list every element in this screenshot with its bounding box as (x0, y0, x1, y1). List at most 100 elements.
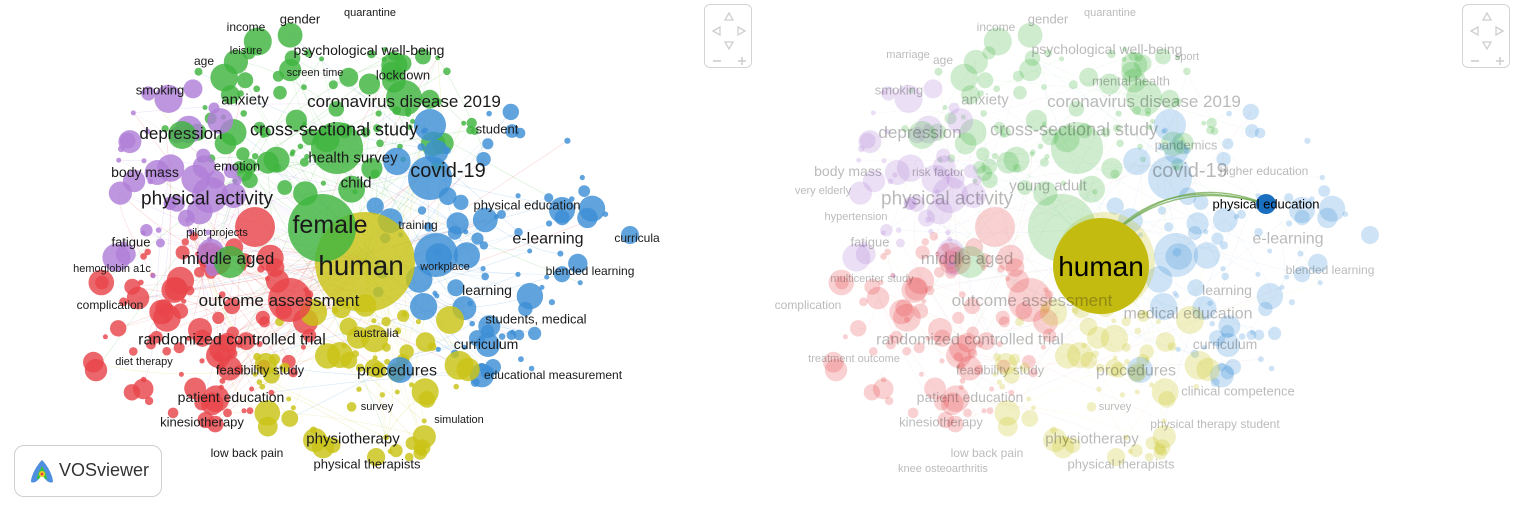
term-label: physical activity (141, 189, 273, 210)
node (1286, 220, 1293, 227)
node (1064, 437, 1081, 454)
node (213, 352, 223, 362)
edge (1214, 208, 1333, 383)
edge (1125, 255, 1208, 438)
node (417, 206, 427, 215)
node (141, 86, 156, 101)
edge (1258, 231, 1285, 288)
node (472, 207, 498, 233)
node (207, 236, 213, 242)
term-label: complication (77, 298, 144, 312)
node (890, 330, 903, 344)
node (122, 169, 146, 193)
node (1021, 410, 1039, 427)
node (941, 243, 950, 252)
term-label: very elderly (795, 185, 852, 197)
term-label: blended learning (546, 264, 635, 278)
edge (869, 141, 1046, 310)
node (1124, 358, 1131, 365)
highlighted-term-label: physical education (1213, 197, 1320, 212)
node (1172, 290, 1178, 296)
node (824, 358, 848, 382)
node (578, 185, 591, 198)
navigation-pad[interactable] (1462, 4, 1510, 68)
node (1216, 333, 1240, 357)
edge (1203, 113, 1230, 124)
edge (943, 155, 1303, 275)
edge (841, 282, 998, 358)
node (1153, 446, 1167, 460)
node (975, 340, 983, 348)
navigation-pad-icon[interactable] (1463, 5, 1511, 69)
zoom-in-icon[interactable] (738, 57, 746, 65)
node (288, 194, 356, 262)
node (268, 353, 280, 365)
node (498, 333, 506, 340)
term-label: body mass (111, 164, 179, 180)
node (1193, 383, 1199, 390)
term-label: hemoglobin a1c (73, 263, 151, 275)
node (382, 47, 388, 52)
term-label: anxiety (961, 91, 1009, 108)
term-label: risk factor (912, 165, 964, 179)
node (932, 177, 968, 213)
node (433, 97, 442, 106)
term-label: diet therapy (115, 356, 173, 368)
edge (860, 192, 1224, 246)
node (466, 117, 477, 129)
navigation-pad-icon[interactable] (705, 5, 753, 69)
node (1150, 118, 1156, 124)
network-map-right[interactable]: quarantine income gender marriage psychologi… (765, 0, 1530, 507)
node (290, 149, 296, 155)
node (1254, 127, 1266, 139)
edge (1177, 57, 1224, 160)
node (1015, 302, 1032, 320)
node (881, 158, 887, 164)
edge (137, 296, 233, 333)
node (993, 85, 1001, 93)
network-map-left[interactable]: quarantine income gender leisure psychologic… (0, 0, 765, 507)
node (975, 207, 1015, 247)
node (1134, 54, 1152, 72)
node (963, 49, 988, 74)
node (300, 344, 306, 350)
term-label: feasibility study (956, 363, 1045, 378)
label-layer: quarantine income gender leisure psychologic… (73, 7, 660, 472)
node (945, 261, 960, 276)
term-label: training (398, 218, 437, 232)
edge (1129, 121, 1153, 221)
term-label: e-learning (512, 231, 583, 248)
term-label: smoking (875, 83, 923, 98)
node (515, 271, 521, 277)
edge (1157, 143, 1174, 227)
node (327, 342, 353, 368)
network-canvas-right[interactable]: quarantine income gender marriage psychologi… (765, 0, 1530, 507)
node (1192, 296, 1217, 321)
term-label: fatigue (850, 235, 889, 250)
edge (979, 153, 1033, 168)
node (850, 320, 867, 337)
node (1096, 386, 1102, 392)
node (387, 357, 413, 383)
node (260, 132, 267, 138)
node (1212, 207, 1238, 233)
navigation-pad[interactable] (704, 4, 752, 68)
node (320, 180, 326, 186)
node (510, 329, 515, 335)
node (446, 212, 469, 235)
node (1107, 448, 1126, 467)
node (904, 316, 910, 323)
node (977, 90, 984, 97)
zoom-in-icon[interactable] (1496, 57, 1504, 65)
node (1186, 212, 1209, 235)
node (1013, 85, 1027, 100)
node (1308, 253, 1328, 274)
term-label: depression (139, 124, 222, 143)
edge (916, 180, 976, 204)
term-label: knee osteoarthritis (898, 463, 988, 475)
node (568, 253, 588, 274)
network-canvas-left[interactable]: quarantine income gender leisure psychologic… (0, 0, 765, 507)
node (126, 286, 150, 310)
node (119, 297, 128, 307)
node (995, 310, 1010, 325)
